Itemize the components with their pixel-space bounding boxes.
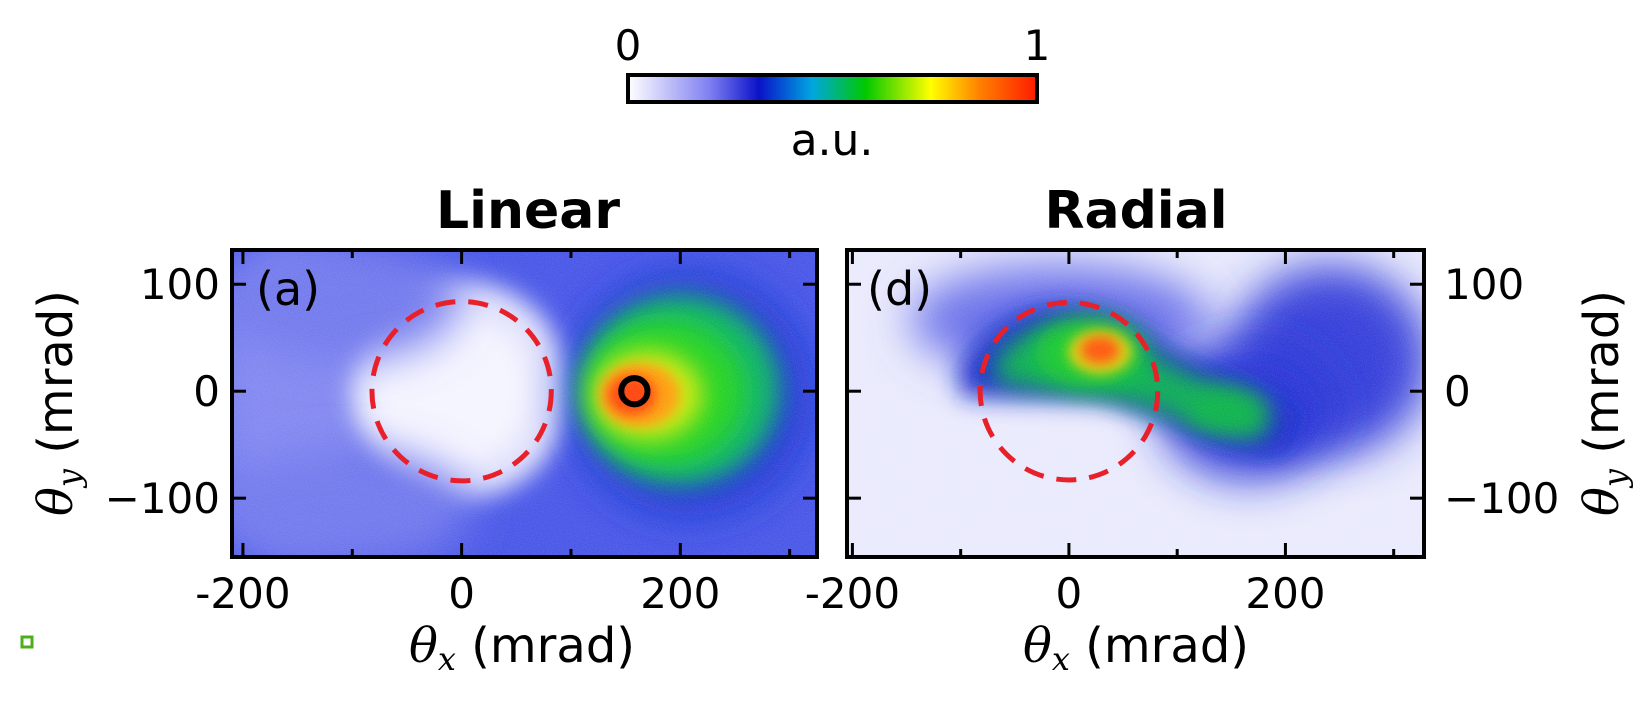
colorbar-gradient — [626, 73, 1039, 104]
panel-a-xtick-label: 0 — [448, 569, 475, 618]
panel-a-ytick-label: 0 — [193, 367, 220, 416]
panel-d-frame — [845, 248, 1426, 559]
panel-d-ylabel: θy (mrad) — [1574, 290, 1634, 516]
panel-d-xtick-label: -200 — [805, 569, 900, 618]
colorbar-max-label: 1 — [1024, 21, 1051, 70]
colorbar-min-label: 0 — [615, 21, 642, 70]
panel-d-heatmap — [847, 250, 1424, 557]
colorbar: 0 1 a.u. — [615, 21, 1051, 166]
panel-a-xtick-label: -200 — [195, 569, 290, 618]
panel-a-title: Linear — [436, 181, 620, 241]
panel-a-ylabel: θy (mrad) — [28, 290, 88, 516]
panel-d-xlabel: θx (mrad) — [1023, 618, 1249, 678]
panel-a-marker-circle — [618, 375, 651, 408]
decorative-marker — [20, 635, 34, 649]
panel-d-ytick-label: −100 — [1444, 474, 1559, 523]
panel-d-title: Radial — [1044, 181, 1227, 241]
panel-a-heatmap — [232, 250, 817, 557]
tick-marks — [232, 250, 1424, 557]
panel-a-frame — [230, 248, 819, 559]
panel-d-xtick-label: 0 — [1056, 569, 1083, 618]
panel-a-ytick-label: −100 — [105, 474, 220, 523]
panel-d-ytick-label: 100 — [1444, 260, 1524, 309]
panel-a-tag: (a) — [256, 262, 320, 316]
colorbar-unit-label: a.u. — [791, 115, 874, 166]
panel-d-ytick-label: 0 — [1444, 367, 1471, 416]
panel-d-dashed-circle — [977, 299, 1161, 483]
panel-d-xtick-label: 200 — [1245, 569, 1325, 618]
panel-d-tag: (d) — [867, 262, 932, 316]
panel-a-ytick-label: 100 — [140, 260, 220, 309]
panel-a-dashed-circle — [369, 299, 554, 484]
panel-a-xlabel: θx (mrad) — [409, 618, 635, 678]
panel-a-xtick-label: 200 — [640, 569, 720, 618]
